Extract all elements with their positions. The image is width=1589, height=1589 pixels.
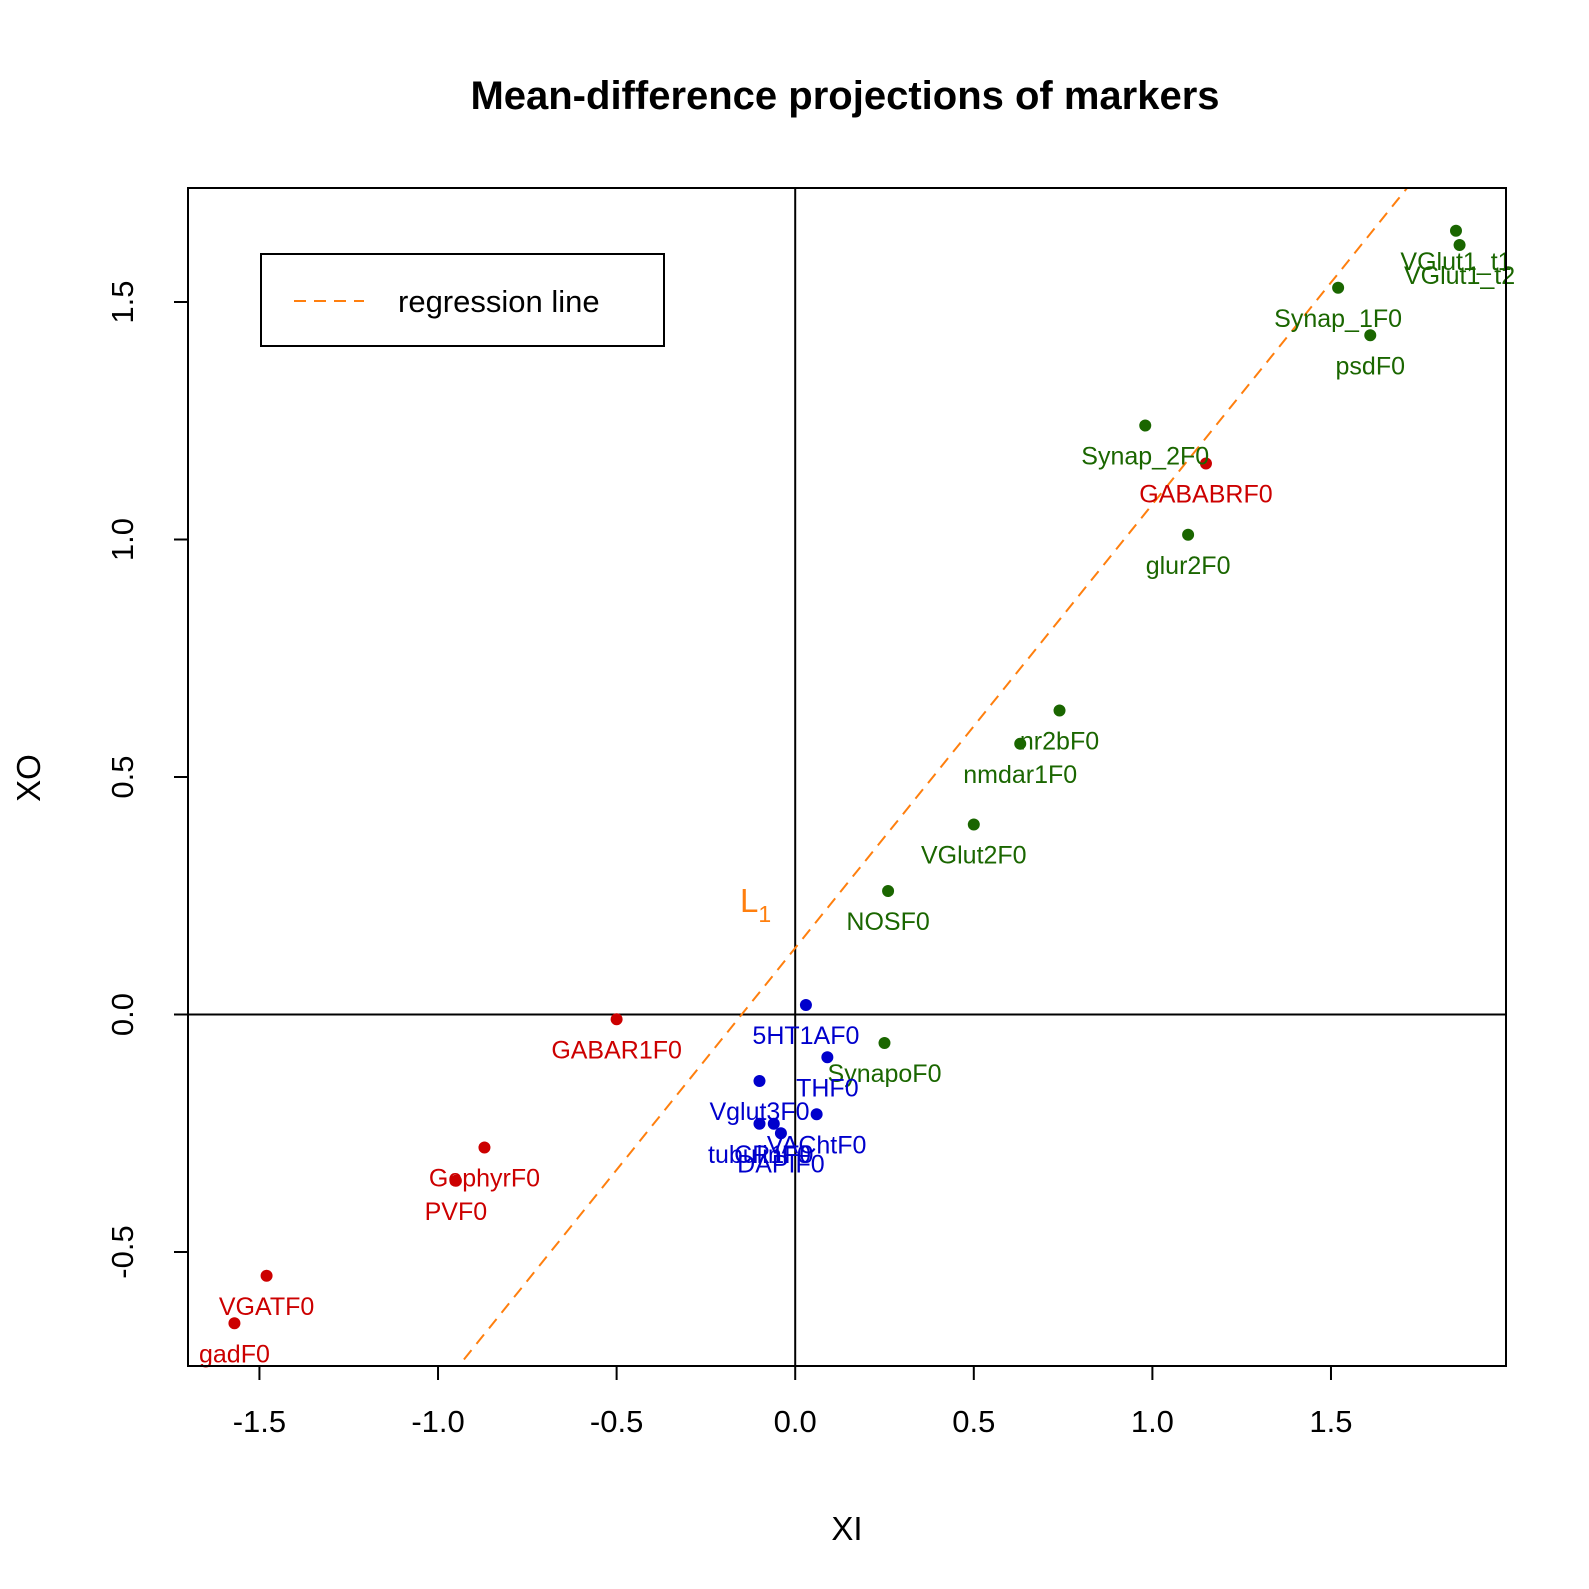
point-label: CR1F0 — [734, 1141, 813, 1169]
x-tick-label: 1.0 — [1131, 1404, 1174, 1439]
data-point — [610, 1013, 623, 1026]
legend: regression line — [260, 253, 665, 347]
point-label: SynapoF0 — [828, 1060, 942, 1088]
point-label: glur2F0 — [1146, 552, 1231, 580]
point-label: nmdar1F0 — [963, 761, 1077, 789]
data-point — [767, 1117, 780, 1130]
point-label: 5HT1AF0 — [752, 1022, 859, 1050]
x-tick-label: -1.5 — [233, 1404, 286, 1439]
point-label: NOSF0 — [846, 908, 929, 936]
data-point — [882, 885, 895, 897]
chart-title: Mean-difference projections of markers — [470, 74, 1219, 118]
point-label: VGATF0 — [219, 1293, 314, 1321]
data-point — [1139, 419, 1152, 432]
data-point — [260, 1269, 273, 1282]
point-label: tubulinF0 — [708, 1141, 811, 1169]
data-point — [878, 1037, 891, 1049]
point-label: nr2bF0 — [1020, 728, 1099, 756]
point-label: Synap_2F0 — [1081, 443, 1209, 471]
y-tick-label: -0.5 — [105, 1225, 140, 1278]
data-point — [1332, 281, 1345, 294]
data-point — [1364, 329, 1377, 342]
data-point — [1182, 528, 1195, 541]
data-point — [753, 1117, 766, 1130]
data-point — [1199, 457, 1212, 470]
x-axis-label: XI — [831, 1510, 862, 1547]
regression-line — [457, 188, 1409, 1366]
point-label: psdF0 — [1336, 352, 1405, 380]
point-label: gadF0 — [199, 1340, 270, 1368]
data-point — [449, 1174, 462, 1187]
point-label: THF0 — [796, 1074, 859, 1102]
point-label: GABAR1F0 — [551, 1036, 682, 1064]
data-point — [1449, 224, 1462, 237]
data-point — [967, 818, 980, 831]
data-point — [821, 1051, 834, 1064]
plot-frame — [187, 187, 1507, 1367]
data-point — [799, 999, 812, 1011]
data-point — [1053, 704, 1066, 717]
points-layer — [228, 224, 1466, 1330]
legend-regression-label: regression line — [398, 284, 600, 319]
point-label: Vglut3F0 — [709, 1098, 809, 1126]
point-label: PVF0 — [425, 1198, 488, 1226]
x-tick-label: -0.5 — [590, 1404, 643, 1439]
data-point — [1014, 737, 1027, 750]
y-tick-label: 0.5 — [105, 755, 140, 798]
point-label: DAPIF0 — [737, 1150, 825, 1178]
point-label: VGlut2F0 — [921, 842, 1027, 870]
data-point — [810, 1108, 823, 1121]
y-tick-label: 1.5 — [105, 280, 140, 323]
x-tick-label: -1.0 — [411, 1404, 464, 1439]
legend-box — [260, 253, 665, 347]
data-point — [228, 1317, 241, 1330]
point-label: VGlut1_t1 — [1400, 248, 1511, 276]
x-tick-label: 1.5 — [1309, 1404, 1352, 1439]
point-label: GephyrF0 — [429, 1165, 540, 1193]
data-point — [774, 1127, 787, 1140]
reference-lines — [188, 188, 1506, 1366]
data-point — [1453, 239, 1466, 251]
y-tick-label: 0.0 — [105, 993, 140, 1036]
x-tick-label: 0.0 — [774, 1404, 817, 1439]
regression-line-label: L1 — [740, 882, 771, 927]
point-label: Synap_1F0 — [1274, 305, 1402, 333]
y-tick-label: 1.0 — [105, 518, 140, 561]
point-label: VGlut1_t2 — [1404, 262, 1515, 290]
point-label: GABABRF0 — [1139, 481, 1272, 509]
x-tick-label: 0.5 — [952, 1404, 995, 1439]
point-label: VAChtF0 — [767, 1131, 867, 1159]
data-point — [478, 1141, 491, 1154]
y-axis-label: XO — [10, 754, 47, 802]
x-axis: -1.5 -1.0 -0.5 0.0 0.5 1.0 1.5 — [233, 1365, 1353, 1439]
data-point — [753, 1075, 766, 1087]
y-axis: -0.5 0.0 0.5 1.0 1.5 — [105, 280, 188, 1279]
